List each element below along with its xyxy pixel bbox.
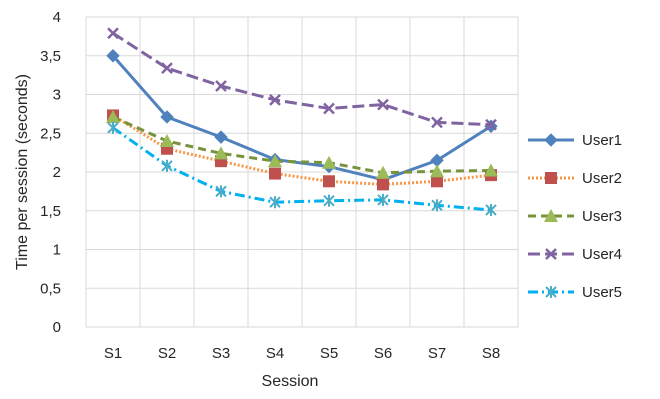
legend-item-user4: User4 xyxy=(528,246,622,263)
data-point-marker xyxy=(376,165,390,179)
data-point-marker xyxy=(269,196,281,209)
y-tick-label: 3 xyxy=(53,87,61,104)
data-point-marker xyxy=(161,159,173,172)
x-tick-label: S4 xyxy=(266,345,284,362)
x-axis-title: Session xyxy=(262,373,319,390)
series-line xyxy=(112,126,492,212)
data-point-marker xyxy=(431,116,443,129)
data-point-marker xyxy=(431,175,443,188)
data-point-marker xyxy=(214,146,228,160)
series-line xyxy=(112,114,492,186)
legend-item-user3: User3 xyxy=(528,208,622,225)
series-line xyxy=(112,32,492,127)
data-point-marker xyxy=(484,163,498,177)
data-point-marker xyxy=(377,193,389,206)
data-point-marker xyxy=(430,164,444,178)
data-point-marker xyxy=(215,185,227,198)
data-point-marker xyxy=(323,194,335,207)
data-point-marker xyxy=(377,98,389,111)
data-point-marker xyxy=(160,134,174,147)
series-line xyxy=(112,115,492,175)
y-tick-label: 0 xyxy=(53,319,61,336)
legend-label: User3 xyxy=(582,208,622,225)
data-point-marker xyxy=(107,27,119,40)
data-point-marker xyxy=(323,175,335,188)
x-tick-label: S2 xyxy=(158,345,176,362)
y-tick-label: 1 xyxy=(53,242,61,259)
legend-item-user5: User5 xyxy=(528,284,622,301)
x-axis-ticks: S1 S2 S3 S4 S5 S6 S7 S8 xyxy=(104,345,500,362)
legend: User1 User2 User3 User4 User5 xyxy=(528,132,622,301)
x-tick-label: S3 xyxy=(212,345,230,362)
data-point-marker xyxy=(269,167,281,180)
data-point-marker xyxy=(485,118,497,131)
legend-marker xyxy=(545,172,557,184)
y-tick-label: 2 xyxy=(53,164,61,181)
x-tick-label: S8 xyxy=(482,345,500,362)
data-point-marker xyxy=(214,130,228,144)
legend-item-user2: User2 xyxy=(528,170,622,187)
y-tick-label: 4 xyxy=(53,9,61,26)
y-tick-label: 0,5 xyxy=(40,280,61,297)
series-lines xyxy=(106,27,498,216)
legend-label: User2 xyxy=(582,170,622,187)
gridlines xyxy=(85,16,519,328)
legend-label: User4 xyxy=(582,246,622,263)
legend-marker xyxy=(545,286,557,298)
y-axis-ticks: 0 0,5 1 1,5 2 2,5 3 3,5 4 xyxy=(40,9,61,336)
x-tick-label: S6 xyxy=(374,345,392,362)
legend-marker xyxy=(544,209,558,222)
data-point-marker xyxy=(322,155,336,169)
y-tick-label: 1,5 xyxy=(40,203,61,220)
data-point-marker xyxy=(160,110,174,124)
legend-label: User5 xyxy=(582,284,622,301)
data-point-marker xyxy=(323,102,335,115)
series-user4 xyxy=(107,27,497,131)
x-tick-label: S1 xyxy=(104,345,122,362)
data-point-marker xyxy=(161,62,173,75)
data-point-marker xyxy=(269,94,281,106)
data-point-marker xyxy=(107,121,119,134)
x-tick-label: S5 xyxy=(320,345,338,362)
series-user3 xyxy=(106,109,498,179)
legend-marker xyxy=(545,248,557,260)
y-tick-label: 2,5 xyxy=(40,125,61,142)
x-tick-label: S7 xyxy=(428,345,446,362)
data-point-marker xyxy=(215,80,227,92)
y-tick-label: 3,5 xyxy=(40,48,61,65)
data-point-marker xyxy=(268,154,282,168)
legend-marker xyxy=(544,133,558,147)
legend-label: User1 xyxy=(582,132,622,149)
data-point-marker xyxy=(431,199,443,212)
data-point-marker xyxy=(485,203,497,216)
data-point-marker xyxy=(377,178,389,191)
legend-item-user1: User1 xyxy=(528,132,622,149)
data-point-marker xyxy=(106,109,120,123)
data-point-marker xyxy=(106,49,120,63)
y-axis-title: Time per session (seconds) xyxy=(14,74,31,270)
series-user5 xyxy=(107,121,497,216)
